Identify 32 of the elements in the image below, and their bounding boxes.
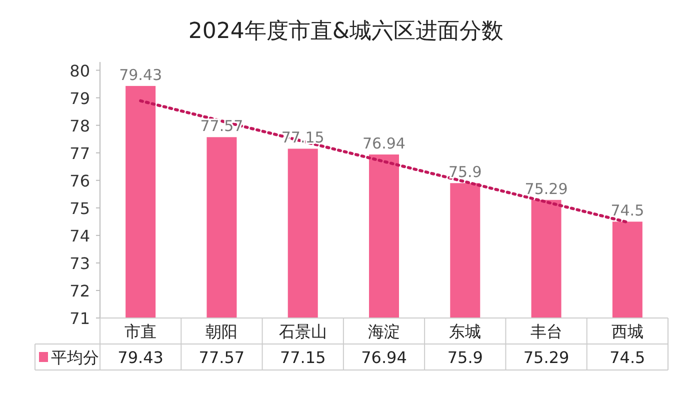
data-label: 77.57 — [198, 348, 245, 367]
x-tick-label: 市直 — [124, 322, 157, 341]
x-tick-label: 西城 — [611, 322, 644, 341]
text: 74.5 — [610, 202, 644, 220]
text: 75.29 — [524, 180, 568, 198]
data-label: 75.9 — [447, 348, 483, 367]
y-tick-label: 79 — [70, 88, 90, 108]
text: 77.57 — [200, 117, 244, 136]
data-label: 77.15 — [280, 348, 326, 367]
x-tick-label: 朝阳 — [206, 322, 238, 341]
text: 79.43 — [119, 66, 162, 84]
y-tick-label: 80 — [70, 61, 90, 80]
x-tick-label: 石景山 — [278, 322, 327, 341]
legend-label: 平均分 — [51, 348, 99, 367]
y-tick-label: 75 — [70, 198, 90, 218]
data-label: 75.29 — [523, 348, 570, 367]
x-tick-label: 东城 — [449, 322, 482, 341]
x-tick-label: 海淀 — [368, 322, 400, 341]
y-tick-label: 77 — [70, 144, 90, 163]
y-tick-label: 76 — [70, 171, 90, 190]
y-tick-label: 73 — [70, 254, 90, 273]
data-label: 76.94 — [361, 348, 407, 367]
y-tick-label: 71 — [70, 309, 90, 328]
data-label: 79.43 — [118, 348, 164, 367]
y-tick-label: 74 — [70, 226, 90, 246]
x-tick-label: 丰台 — [530, 322, 562, 341]
data-label: 74.5 — [610, 348, 646, 367]
y-tick-label: 72 — [70, 281, 90, 300]
chart-title: 2024年度市直&城六区进面分数 — [188, 19, 504, 44]
text: 76.94 — [362, 134, 406, 152]
text: 75.9 — [448, 163, 482, 182]
y-tick-label: 78 — [70, 116, 90, 136]
